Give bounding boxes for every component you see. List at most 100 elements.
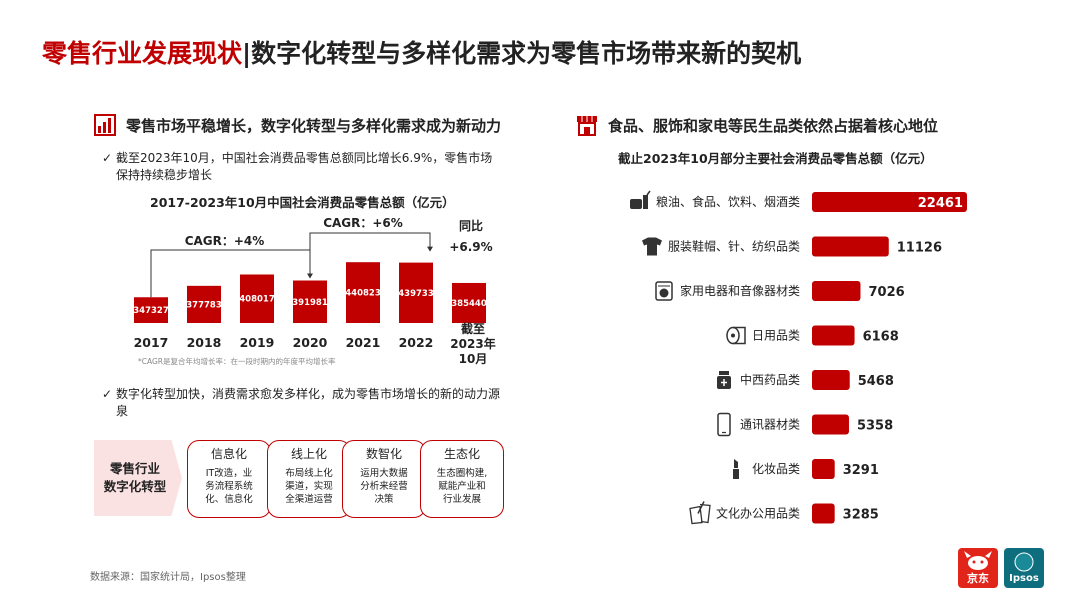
category-label: 通讯器材类 xyxy=(740,418,800,432)
category-bar xyxy=(812,370,850,390)
pill-desc-line: 渠道，实现 xyxy=(285,481,333,492)
cagr2-arrowhead xyxy=(427,246,433,252)
pill-desc-line: 化、信息化 xyxy=(205,494,253,505)
jd-logo: 京东 xyxy=(958,548,998,588)
pill-desc-line: 分析来经营 xyxy=(360,481,408,492)
pill-desc-line: 生态圈构建, xyxy=(436,468,488,479)
check-icon: ✓ xyxy=(102,387,113,401)
category-bar-value: 3291 xyxy=(843,463,879,478)
bar-chart-icon xyxy=(94,114,116,136)
pill-digital-intelligence: 数智化 运用大数据 分析来经营 决策 xyxy=(342,440,426,518)
yoy-label-line2: +6.9% xyxy=(449,240,492,254)
jd-dog-icon xyxy=(964,551,992,570)
check-icon: ✓ xyxy=(102,151,113,165)
category-bar-value: 7026 xyxy=(868,285,904,300)
cagr-footnote: *CAGR是复合年均增长率：在一段时期内的年度平均增长率 xyxy=(138,357,336,366)
yoy-label-line1: 同比 xyxy=(459,218,483,233)
food-icon xyxy=(630,190,651,209)
bullet-1: ✓ 截至2023年10月，中国社会消费品零售总额同比增长6.9%，零售市场保持持… xyxy=(102,150,502,184)
title-part2: 数字化转型与多样化需求为零售市场带来新的契机 xyxy=(251,39,802,68)
category-bar xyxy=(812,281,861,301)
right-heading-text: 食品、服饰和家电等民生品类依然占据着核心地位 xyxy=(608,116,939,135)
pill-heading: 线上化 xyxy=(290,447,327,461)
category-row: 化妆品类 3291 xyxy=(733,459,879,479)
annual-bar xyxy=(452,282,486,323)
bullet-2: ✓ 数字化转型加快，消费需求愈发多样化，成为零售市场增长的新的动力源泉 xyxy=(102,386,502,420)
toilet-paper-icon xyxy=(726,326,746,345)
category-bar xyxy=(812,236,889,257)
category-label: 家用电器和音像器材类 xyxy=(680,283,800,298)
left-chart-title: 2017-2023年10月中国社会消费品零售总额（亿元） xyxy=(150,195,455,210)
category-row: 服装鞋帽、针、纺织品类 11126 xyxy=(642,236,942,257)
category-row: 文化办公用品类 3285 xyxy=(689,501,879,525)
category-row: 中西药品类 5468 xyxy=(717,370,894,390)
pill-heading: 信息化 xyxy=(210,447,247,461)
annual-category-label: 2018 xyxy=(187,335,222,350)
annual-category-label: 2019 xyxy=(240,335,275,350)
annual-category-label: 2021 xyxy=(346,335,381,350)
category-bar-value: 22461 xyxy=(918,196,963,211)
annual-bar-value: 440823 xyxy=(345,289,381,299)
category-label: 化妆品类 xyxy=(752,462,800,476)
ipsos-logo: Ipsos xyxy=(1004,548,1044,588)
annual-bar xyxy=(293,280,327,323)
category-row: 粮油、食品、饮料、烟酒类 22461 xyxy=(630,190,967,212)
category-bar xyxy=(812,503,835,524)
right-chart-title: 截止2023年10月部分主要社会消费品零售总额（亿元） xyxy=(618,151,933,166)
cagr1-bracket xyxy=(150,249,311,298)
category-bar xyxy=(812,414,849,435)
pill-informatization: 信息化 IT改造，业 务流程系统 化、信息化 xyxy=(187,440,271,518)
phone-icon xyxy=(717,412,731,437)
annual-bar xyxy=(187,285,221,323)
store-icon xyxy=(577,116,597,136)
annual-bar-value: 439733 xyxy=(398,289,434,299)
category-label: 粮油、食品、饮料、烟酒类 xyxy=(656,194,800,209)
pill-desc-line: 务流程系统 xyxy=(205,481,253,492)
annual-bar xyxy=(346,262,380,323)
title-separator: | xyxy=(242,39,252,68)
transformation-label-line2: 数字化转型 xyxy=(103,479,167,494)
pill-desc-line: 全渠道运营 xyxy=(285,494,333,505)
cagr1-arrowhead xyxy=(307,273,313,279)
cagr2-bracket xyxy=(309,232,431,251)
medicine-icon xyxy=(717,371,731,389)
page-title: 零售行业发展现状|数字化转型与多样化需求为零售市场带来新的契机 xyxy=(42,34,801,70)
annual-bar xyxy=(134,297,168,323)
category-bar xyxy=(812,325,855,346)
annual-bar-value: 347327 xyxy=(133,306,169,316)
stationery-icon xyxy=(689,501,711,525)
pill-desc-line: 运用大数据 xyxy=(360,468,408,479)
annual-bar-value: 377783 xyxy=(186,300,222,310)
pill-heading: 生态化 xyxy=(443,447,480,461)
annual-retail-chart: 347327 2017 377783 2018 408017 2019 391981 2020… xyxy=(133,216,495,366)
annual-category-label: 2022 xyxy=(399,335,434,350)
transformation-label: 零售行业 数字化转型 xyxy=(94,440,182,516)
category-bar-value: 6168 xyxy=(863,330,899,345)
annual-bar xyxy=(240,274,274,323)
annual-bar xyxy=(399,262,433,323)
pill-desc: 布局线上化 渠道，实现 全渠道运营 xyxy=(268,467,350,506)
cagr1-label: CAGR：+4% xyxy=(185,234,265,248)
category-label: 文化办公用品类 xyxy=(716,506,800,521)
category-row: 通讯器材类 5358 xyxy=(717,412,893,437)
annual-bar-value: 391981 xyxy=(292,298,328,308)
category-retail-chart: 粮油、食品、饮料、烟酒类 22461 服装鞋帽、针、纺织品类 11126 家用电器和音像… xyxy=(630,190,967,525)
pill-desc: 运用大数据 分析来经营 决策 xyxy=(343,467,425,506)
bullet-1-text: 截至2023年10月，中国社会消费品零售总额同比增长6.9%，零售市场保持持续稳… xyxy=(116,151,493,182)
jd-logo-text: 京东 xyxy=(967,572,989,585)
pill-online: 线上化 布局线上化 渠道，实现 全渠道运营 xyxy=(267,440,351,518)
pill-ecosystem: 生态化 生态圈构建, 赋能产业和 行业发展 xyxy=(420,440,504,518)
data-source: 数据来源：国家统计局，Ipsos整理 xyxy=(90,572,246,583)
pill-desc: 生态圈构建, 赋能产业和 行业发展 xyxy=(421,467,503,506)
annual-category-label: 2020 xyxy=(293,335,328,350)
annual-category-label: 2017 xyxy=(134,335,169,350)
category-bar-value: 3285 xyxy=(843,508,879,523)
annual-category-label: 截至 2023年 10月 xyxy=(450,321,495,366)
cagr2-label: CAGR：+6% xyxy=(323,216,403,230)
washing-machine-icon xyxy=(655,281,673,301)
category-bar-value: 5358 xyxy=(857,419,893,434)
ipsos-mark-icon xyxy=(1014,552,1034,572)
pill-desc-line: 行业发展 xyxy=(442,494,481,505)
pill-desc-line: 布局线上化 xyxy=(285,468,333,479)
right-section-heading: 食品、服饰和家电等民生品类依然占据着核心地位 xyxy=(576,114,938,136)
